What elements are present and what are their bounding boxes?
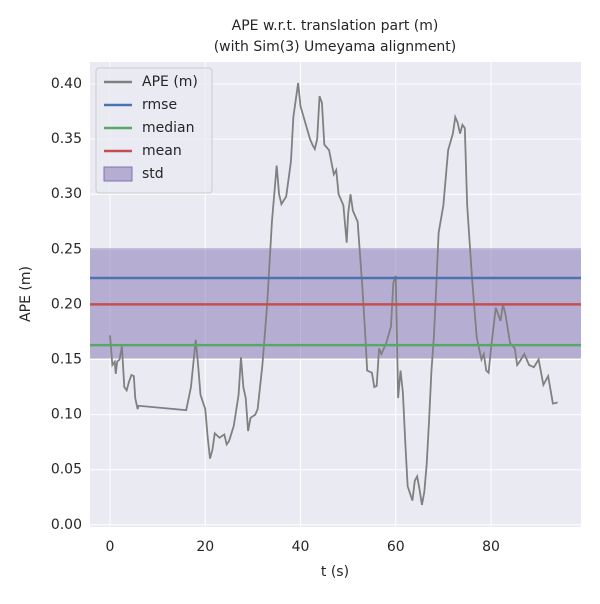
legend-box	[95, 67, 213, 194]
y-axis-label: APE (m)	[18, 266, 34, 322]
legend-label: rmse	[142, 97, 177, 113]
y-tick-label: 0.20	[51, 296, 82, 312]
x-tick-label: 20	[196, 539, 214, 555]
y-tick-label: 0.15	[51, 352, 82, 368]
x-tick-label: 80	[482, 539, 500, 555]
x-tick-label: 40	[292, 539, 310, 555]
legend-label: APE (m)	[142, 74, 198, 90]
y-tick-label: 0.05	[51, 462, 82, 478]
legend-label: median	[142, 120, 194, 136]
y-tick-label: 0.10	[51, 407, 82, 423]
chart-subtitle: (with Sim(3) Umeyama alignment)	[214, 39, 457, 55]
x-axis-label: t (s)	[321, 564, 349, 580]
legend-swatch	[103, 166, 133, 182]
legend-label: mean	[142, 143, 182, 159]
legend-label: std	[142, 166, 164, 182]
y-tick-label: 0.35	[51, 131, 82, 147]
y-tick-label: 0.40	[51, 76, 82, 92]
y-tick-label: 0.25	[51, 241, 82, 257]
x-tick-label: 0	[106, 539, 115, 555]
y-tick-label: 0.30	[51, 186, 82, 202]
x-tick-label: 60	[387, 539, 405, 555]
y-tick-label: 0.00	[51, 517, 82, 533]
data-line	[109, 82, 558, 506]
chart-title: APE w.r.t. translation part (m)	[232, 18, 439, 34]
